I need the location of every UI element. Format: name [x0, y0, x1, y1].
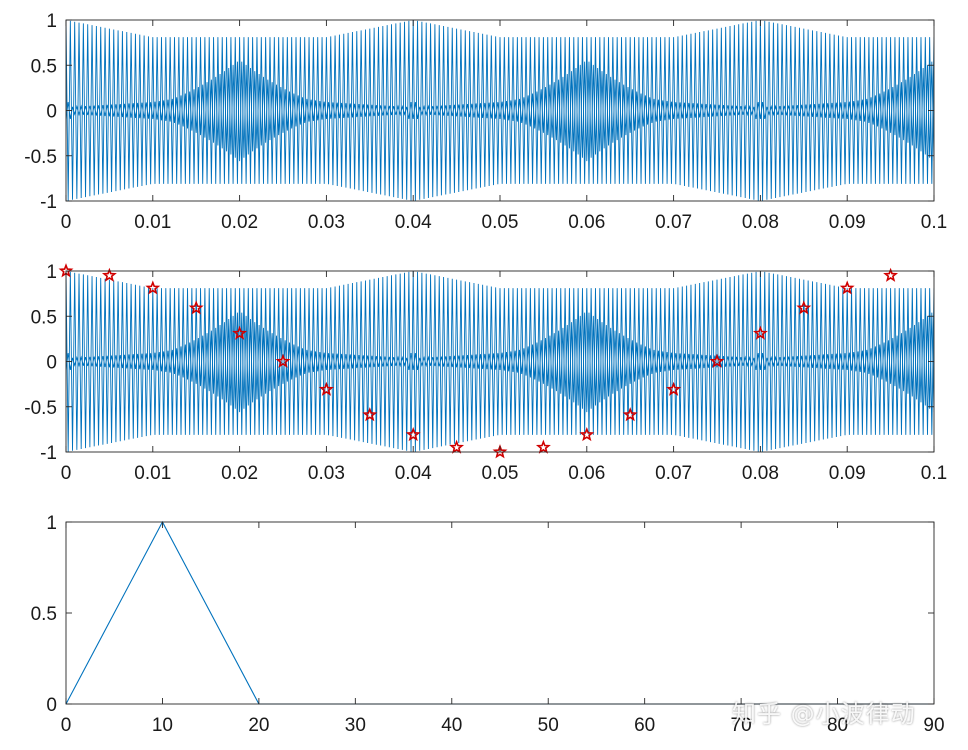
y-tick-label: 0.5: [31, 56, 57, 77]
x-tick-label: 0.06: [568, 212, 605, 233]
line-series-0: [66, 521, 934, 705]
x-tick-label: 0.05: [482, 212, 519, 233]
x-tick-label: 0.03: [308, 463, 345, 484]
x-tick-label: 0.06: [568, 463, 605, 484]
x-tick-label: 30: [345, 715, 366, 736]
y-tick-label: 0: [46, 695, 57, 716]
watermark: 知乎 @小波律动: [732, 700, 916, 728]
x-tick-label: 70: [731, 715, 752, 736]
x-tick-label: 0.04: [395, 463, 432, 484]
sample-point-marker: [622, 407, 638, 422]
x-tick-label: 60: [634, 715, 655, 736]
x-tick-label: 10: [152, 715, 173, 736]
y-tick-label: 0: [46, 102, 57, 123]
sample-point-marker: [362, 407, 378, 422]
x-tick-label: 40: [441, 715, 462, 736]
sample-point-marker: [883, 267, 899, 282]
sample-point-marker: [839, 280, 855, 295]
axes-box: [65, 521, 935, 705]
x-tick-label: 90: [923, 715, 944, 736]
y-tick-label: 1: [46, 11, 57, 32]
x-tick-label: 0: [61, 212, 72, 233]
sample-point-marker: [101, 267, 117, 282]
y-tick-label: -0.5: [24, 147, 57, 168]
plot-area: [66, 19, 934, 201]
x-tick-label: 0.1: [921, 463, 947, 484]
sample-point-marker: [796, 300, 812, 315]
x-tick-label: 0.08: [742, 212, 779, 233]
subplot-sampled-signal: 0 0.01 0.02 0.03 0.04 0.05 0.06 0.07 0.08 0.09 0.1…: [24, 262, 947, 484]
y-tick-label: 0.5: [31, 307, 57, 328]
x-tick-label: 0: [61, 463, 72, 484]
x-tick-label: 0.07: [655, 212, 692, 233]
x-tick-label: 0.1: [921, 212, 947, 233]
y-tick-label: 1: [46, 262, 57, 283]
x-tick-label: 80: [827, 715, 848, 736]
sample-point-marker: [666, 381, 682, 396]
sample-point-marker: [449, 439, 465, 454]
signal-line-series-0: [66, 19, 934, 201]
x-tick-label: 0.07: [655, 463, 692, 484]
x-tick-label: 0.09: [829, 463, 866, 484]
x-tick-label: 0.04: [395, 212, 432, 233]
sample-point-marker: [405, 426, 421, 442]
sample-point-marker: [709, 353, 725, 368]
y-tick-label: 0.5: [31, 604, 57, 625]
subplot-top-signal: 0 0.01 0.02 0.03 0.04 0.05 0.06 0.07 0.08 0.09 0.1…: [24, 11, 947, 233]
sample-point-marker: [145, 280, 161, 295]
x-tick-label: 0.03: [308, 212, 345, 233]
x-tick-label: 20: [248, 715, 269, 736]
sample-point-marker: [579, 426, 595, 442]
x-tick-label: 0.08: [742, 463, 779, 484]
x-tick-label: 0.01: [134, 212, 171, 233]
sample-point-marker: [232, 325, 248, 340]
signal-line-series-0: [66, 270, 934, 452]
plot-area: [66, 270, 934, 452]
signal-beat-trace-0: [66, 312, 934, 413]
sample-point-marker: [535, 439, 551, 454]
sample-point-marker: [318, 381, 334, 396]
x-tick-label: 0: [61, 715, 72, 736]
y-tick-label: 0: [46, 353, 57, 374]
x-tick-label: 0.01: [134, 463, 171, 484]
x-tick-label: 50: [538, 715, 559, 736]
y-tick-label: 1: [46, 513, 57, 534]
plot-area: [66, 521, 934, 705]
y-tick-label: -1: [40, 443, 57, 464]
sample-point-marker: [275, 353, 291, 368]
x-tick-label: 0.02: [221, 463, 258, 484]
sample-point-marker: [188, 300, 204, 315]
x-tick-label: 0.09: [829, 212, 866, 233]
y-tick-label: -0.5: [24, 398, 57, 419]
x-tick-label: 0.02: [221, 212, 258, 233]
sample-point-marker: [492, 444, 508, 459]
signal-beat-trace-0: [66, 61, 934, 162]
y-tick-label: -1: [40, 192, 57, 213]
x-tick-label: 0.05: [482, 463, 519, 484]
sample-point-marker: [752, 325, 768, 340]
subplot-triangle: 0 10 20 30 40 50 60 70 80 90 0 0.5 1: [31, 513, 945, 736]
